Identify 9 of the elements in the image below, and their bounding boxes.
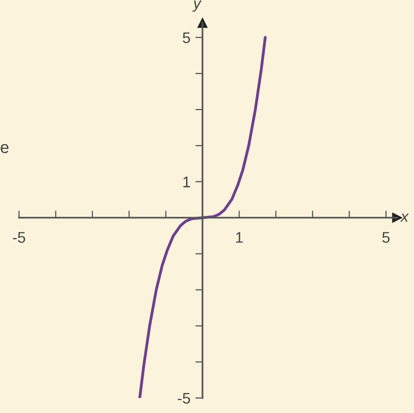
x-tick-label: -5 <box>12 232 26 243</box>
y-axis-title: y <box>192 0 202 12</box>
x-tick-label: 5 <box>382 232 390 243</box>
y-tick-label: -5 <box>178 393 190 404</box>
x-tick-label: 1 <box>236 232 243 243</box>
text: e <box>0 144 9 154</box>
x-axis-title: x <box>400 214 409 222</box>
y-tick-label: 5 <box>182 32 190 44</box>
y-tick-label: 1 <box>183 176 190 188</box>
